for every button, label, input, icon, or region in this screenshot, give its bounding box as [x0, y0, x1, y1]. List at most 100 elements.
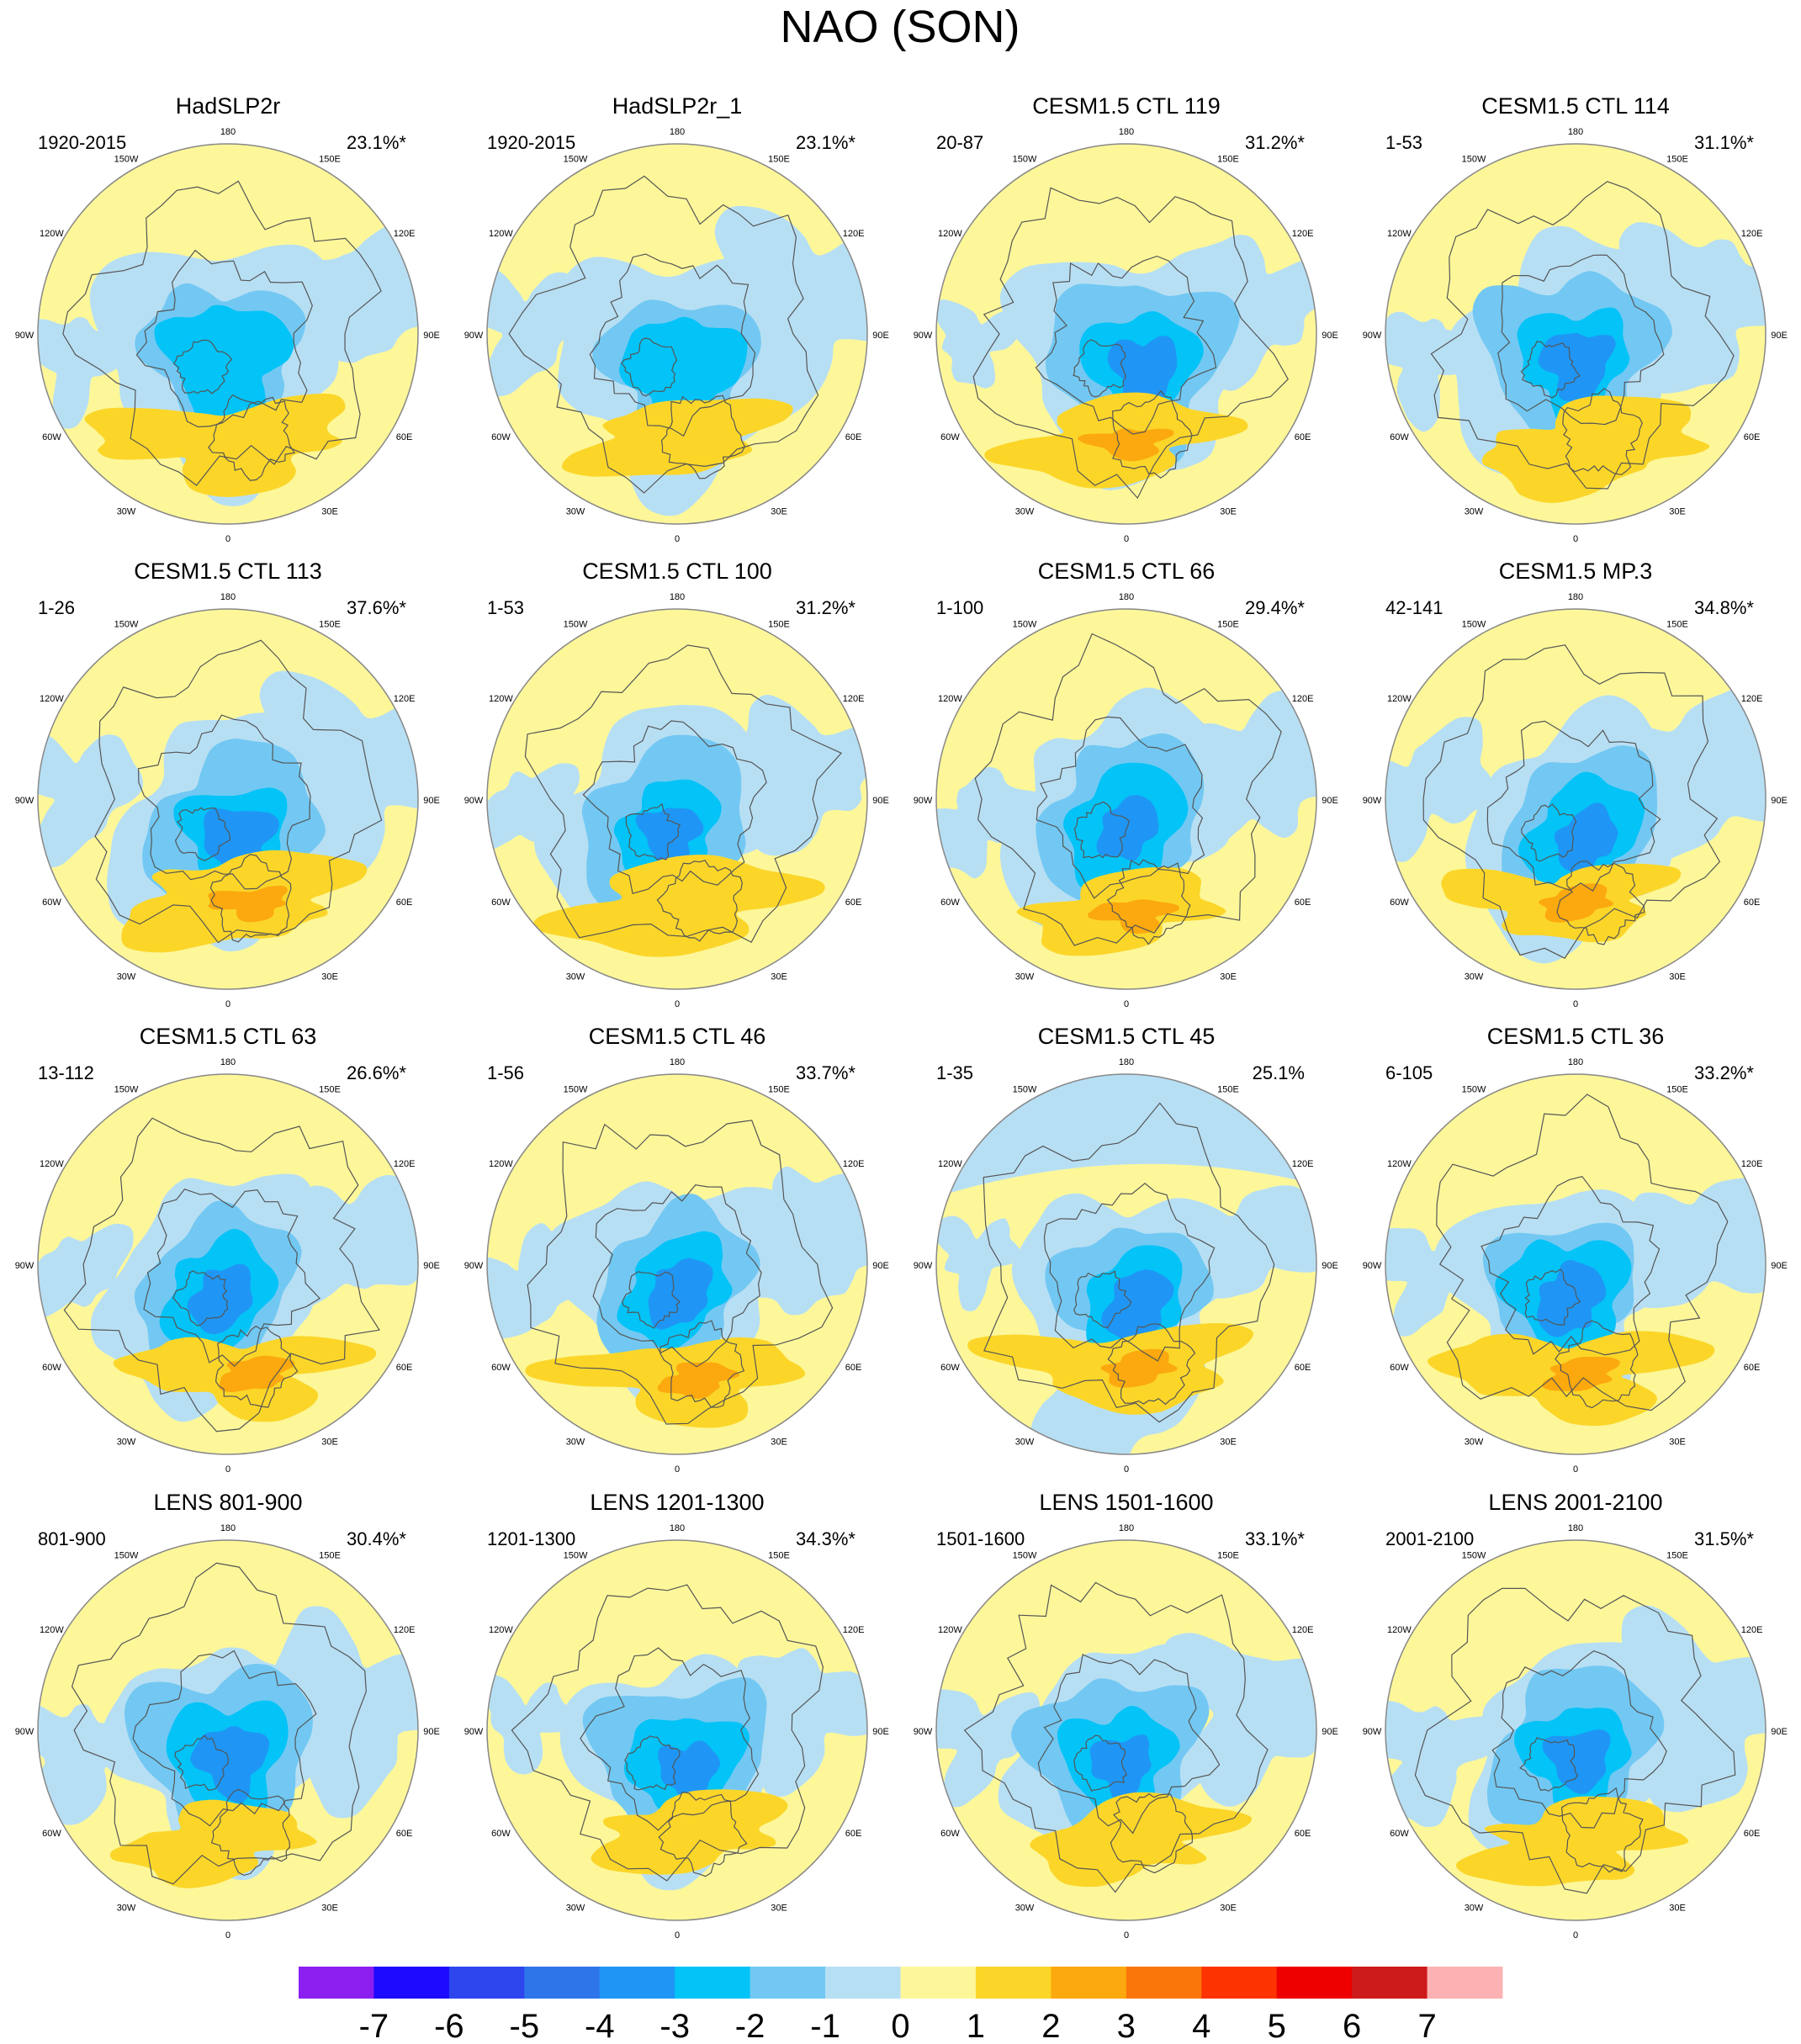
- panel-title: CESM1.5 CTL 45: [1038, 1024, 1216, 1049]
- coastline: [63, 1117, 380, 1432]
- contour-negative-1: [38, 728, 144, 868]
- panel-period: 1-26: [38, 597, 75, 618]
- contour-positive-3: [1078, 428, 1174, 462]
- longitude-label: 120W: [40, 229, 64, 239]
- longitude-label: 150E: [1666, 1084, 1688, 1094]
- contour-negative-4: [1537, 1259, 1607, 1337]
- longitude-label: 150W: [114, 1550, 139, 1560]
- longitude-label: 180: [1568, 127, 1583, 137]
- map-panel: CESM1.5 CTL 45 1-35 25.1% 180 150E 120E 90E 60E…: [914, 1024, 1338, 1475]
- longitude-label: 150W: [1013, 1550, 1037, 1560]
- longitude-label: 150W: [1013, 154, 1037, 164]
- panel-period: 6-105: [1385, 1062, 1433, 1083]
- coastline: [1491, 1650, 1667, 1829]
- coastline: [660, 395, 746, 479]
- map-boundary: [935, 143, 1317, 525]
- longitude-label: 90W: [1363, 1261, 1382, 1271]
- colorbar-swatch: [448, 1967, 525, 1999]
- colorbar-swatch: [1201, 1967, 1278, 1999]
- colorbar-tick-label: -6: [434, 2008, 464, 2044]
- longitude-label: 60E: [396, 1363, 413, 1373]
- coastline: [94, 639, 383, 944]
- contour-positive-2: [1455, 1796, 1689, 1887]
- longitude-label: 60E: [396, 432, 413, 442]
- longitude-label: 120W: [489, 1159, 513, 1169]
- contour-positive-2: [533, 855, 825, 957]
- longitude-label: 150W: [564, 154, 588, 164]
- map-boundary: [1385, 1073, 1767, 1455]
- panel-title: LENS 801-900: [153, 1490, 302, 1515]
- longitude-label: 150E: [1666, 619, 1688, 629]
- longitude-label: 90W: [15, 796, 34, 806]
- longitude-label: 60E: [396, 898, 413, 908]
- coastlines: [1414, 1587, 1736, 1894]
- coastline: [659, 1320, 745, 1408]
- longitude-label: 0: [675, 999, 680, 1009]
- longitude-label: 150W: [564, 1550, 588, 1560]
- longitude-label: 150E: [1217, 619, 1239, 629]
- contour-negative-3: [154, 304, 294, 426]
- longitude-label: 30E: [321, 972, 338, 982]
- panel-title: HadSLP2r_1: [612, 93, 743, 119]
- coastline: [622, 1271, 681, 1329]
- contour-positive-2: [562, 398, 793, 477]
- coastline: [1497, 254, 1665, 426]
- map-panel: CESM1.5 CTL 100 1-53 31.2%* 180 150E 120E 90E 6…: [464, 559, 889, 1009]
- longitude-label: 180: [1119, 1523, 1134, 1533]
- longitude-label: 90E: [1771, 331, 1788, 341]
- longitude-label: 150W: [1462, 619, 1486, 629]
- longitude-label: 30W: [1015, 1904, 1035, 1914]
- coastline: [172, 1270, 229, 1326]
- longitude-label: 180: [220, 1057, 236, 1067]
- map-field: [487, 1540, 867, 1920]
- contour-negative-4: [1096, 795, 1159, 860]
- longitude-label: 30E: [1220, 507, 1237, 517]
- longitude-label: 30W: [566, 972, 585, 982]
- coastlines: [508, 175, 819, 494]
- contour-negative-4: [1542, 1729, 1611, 1794]
- longitude-label: 60E: [845, 898, 862, 908]
- coastline: [1524, 1268, 1581, 1326]
- longitude-label: 60W: [940, 1363, 960, 1373]
- longitude-label: 60E: [845, 1363, 862, 1373]
- map-panel: HadSLP2r 1920-2015 23.1%* 180 150E 120E 90E 60E…: [15, 93, 440, 544]
- panel-variance: 31.2%*: [1245, 132, 1305, 153]
- longitude-label: 30E: [1669, 507, 1686, 517]
- coastline: [210, 1788, 291, 1877]
- longitude-label: 60W: [42, 432, 61, 442]
- coastline: [983, 1102, 1275, 1423]
- colorbar: -7 -6 -5 -4 -3 -2 -1 0 1 2 3 4 5 6 7: [299, 1967, 1503, 2044]
- longitude-label: 90W: [914, 331, 933, 341]
- longitude-label: 30E: [771, 1904, 787, 1914]
- contour-negative-1: [936, 299, 1028, 389]
- longitude-label: 0: [225, 1930, 230, 1941]
- longitude-label: 60W: [940, 1829, 960, 1839]
- coastline: [137, 714, 311, 890]
- panel-variance: 30.4%*: [347, 1528, 406, 1549]
- longitude-label: 90W: [464, 1261, 484, 1271]
- colorbar-swatch: [1276, 1967, 1353, 1999]
- coastline: [580, 1647, 760, 1831]
- longitude-label: 60E: [845, 432, 862, 442]
- longitude-label: 0: [1124, 1464, 1129, 1475]
- contour-positive-3: [657, 1362, 740, 1399]
- coastline: [1110, 1792, 1194, 1874]
- longitude-label: 120W: [1387, 1159, 1412, 1169]
- longitude-label: 30W: [1015, 507, 1035, 517]
- panel-period: 801-900: [38, 1528, 106, 1549]
- longitude-label: 90W: [15, 1261, 34, 1271]
- map-field: [936, 144, 1316, 524]
- longitude-label: 120W: [40, 1625, 64, 1635]
- map-field: [38, 1074, 418, 1454]
- longitude-label: 0: [225, 1464, 230, 1475]
- coastline: [1481, 1176, 1661, 1356]
- longitude-label: 150W: [1013, 619, 1037, 629]
- coastline: [62, 180, 382, 486]
- contour-positive-3: [1088, 899, 1179, 934]
- longitude-label: 60E: [1744, 1829, 1761, 1839]
- coastline: [209, 854, 292, 943]
- longitude-label: 60W: [940, 898, 960, 908]
- longitude-label: 150W: [1462, 154, 1486, 164]
- coastline: [1073, 1270, 1132, 1329]
- panel-title: LENS 1201-1300: [590, 1490, 764, 1515]
